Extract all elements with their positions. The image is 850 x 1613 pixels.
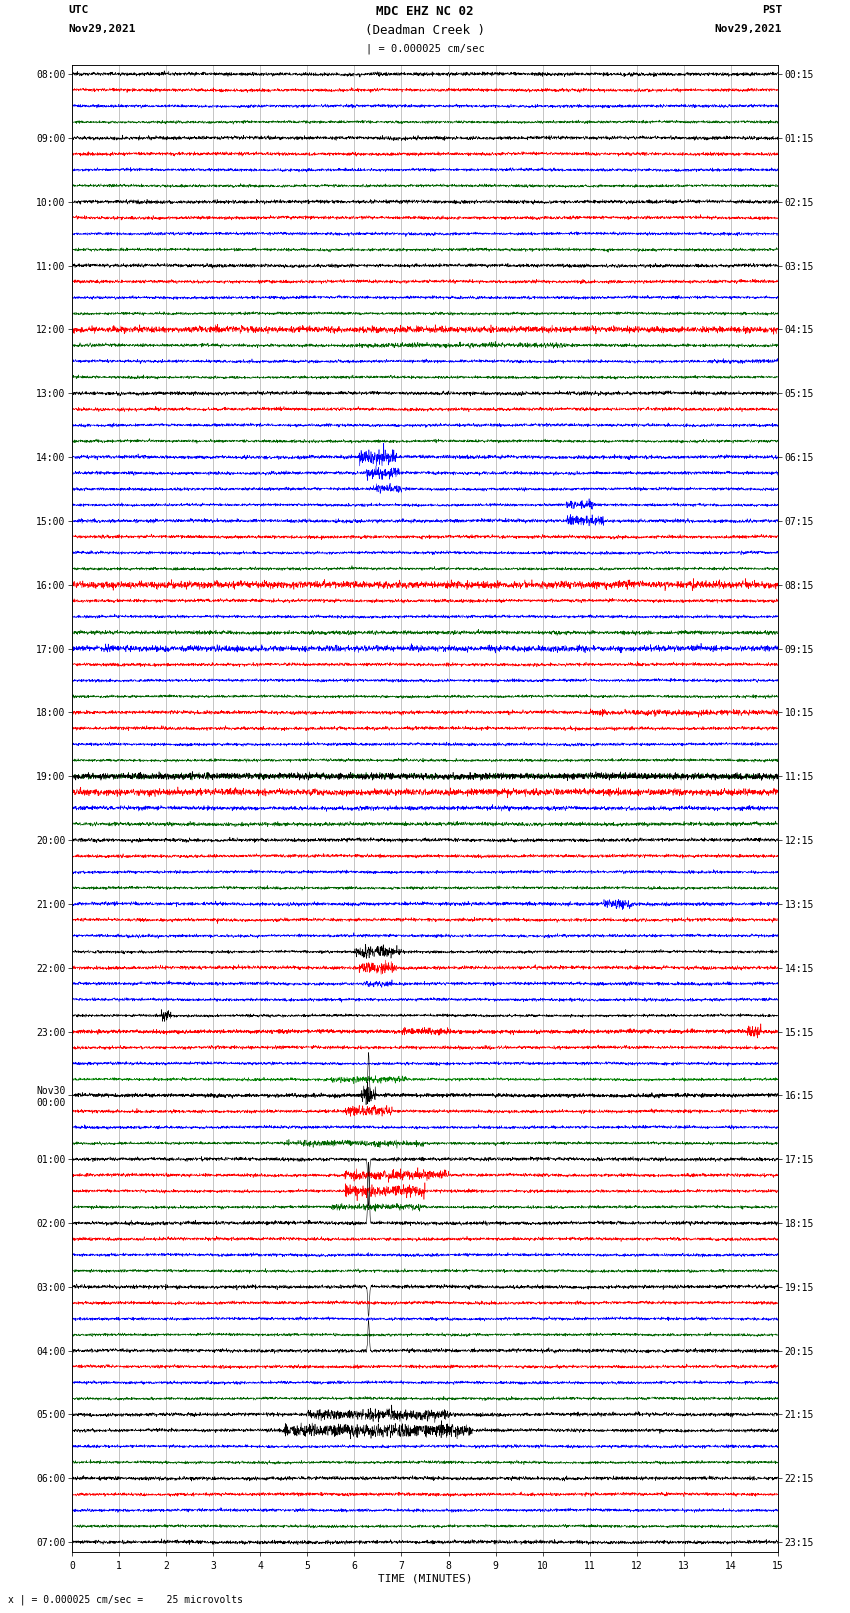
Text: (Deadman Creek ): (Deadman Creek ) bbox=[365, 24, 485, 37]
X-axis label: TIME (MINUTES): TIME (MINUTES) bbox=[377, 1574, 473, 1584]
Text: PST: PST bbox=[762, 5, 782, 15]
Text: UTC: UTC bbox=[68, 5, 88, 15]
Text: Nov29,2021: Nov29,2021 bbox=[715, 24, 782, 34]
Text: | = 0.000025 cm/sec: | = 0.000025 cm/sec bbox=[366, 44, 484, 55]
Text: Nov29,2021: Nov29,2021 bbox=[68, 24, 135, 34]
Text: MDC EHZ NC 02: MDC EHZ NC 02 bbox=[377, 5, 473, 18]
Text: x | = 0.000025 cm/sec =    25 microvolts: x | = 0.000025 cm/sec = 25 microvolts bbox=[8, 1594, 243, 1605]
